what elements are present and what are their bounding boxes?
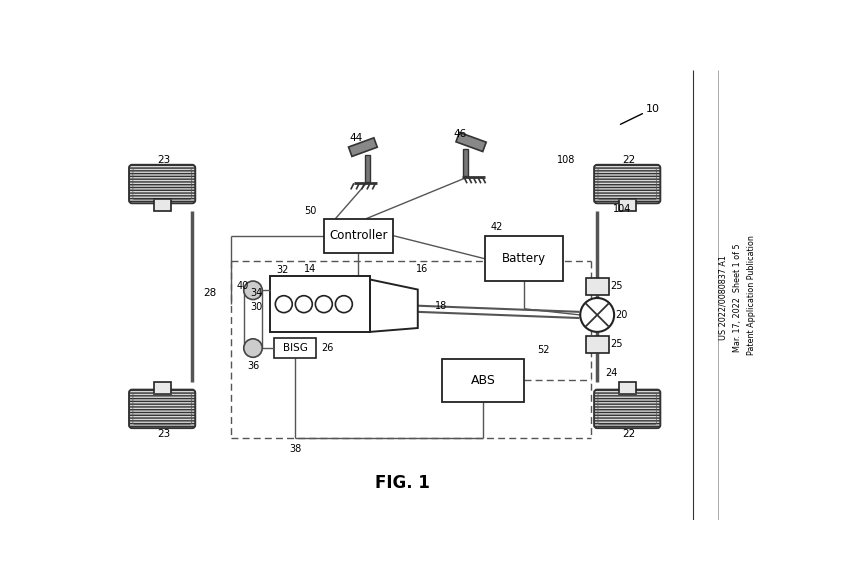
Text: 108: 108 <box>557 155 575 165</box>
Text: 25: 25 <box>610 281 623 291</box>
Text: 46: 46 <box>454 129 467 139</box>
Text: 30: 30 <box>250 303 263 312</box>
Bar <box>274 338 316 358</box>
Text: Mar. 17, 2022  Sheet 1 of 5: Mar. 17, 2022 Sheet 1 of 5 <box>733 243 742 352</box>
Text: 50: 50 <box>304 206 316 216</box>
Text: 18: 18 <box>435 301 447 311</box>
Polygon shape <box>349 138 377 157</box>
Polygon shape <box>370 280 418 332</box>
Polygon shape <box>463 150 468 176</box>
Text: 25: 25 <box>610 339 623 349</box>
Bar <box>270 276 370 332</box>
Bar <box>153 199 170 211</box>
Text: Controller: Controller <box>329 229 387 242</box>
Circle shape <box>336 296 352 312</box>
Text: ABS: ABS <box>471 374 496 387</box>
FancyBboxPatch shape <box>129 390 195 428</box>
Text: Patent Application Publication: Patent Application Publication <box>746 235 756 355</box>
Text: 23: 23 <box>157 155 170 165</box>
Text: 22: 22 <box>623 429 635 439</box>
Text: 104: 104 <box>613 204 631 214</box>
Text: 10: 10 <box>646 103 660 113</box>
Text: 44: 44 <box>350 133 362 143</box>
Circle shape <box>276 296 292 312</box>
FancyBboxPatch shape <box>594 165 660 203</box>
Circle shape <box>244 281 263 300</box>
Text: 36: 36 <box>247 361 259 371</box>
Bar <box>153 382 170 394</box>
Text: Battery: Battery <box>502 252 546 265</box>
Bar <box>324 218 393 252</box>
Text: 38: 38 <box>288 444 301 454</box>
Text: 26: 26 <box>321 343 334 353</box>
Text: 16: 16 <box>416 264 428 274</box>
Bar <box>619 382 635 394</box>
Text: 34: 34 <box>250 288 263 298</box>
Text: 14: 14 <box>304 264 316 274</box>
Bar <box>619 199 635 211</box>
Bar <box>585 278 609 295</box>
Polygon shape <box>456 133 486 152</box>
Text: US 2022/0080837 A1: US 2022/0080837 A1 <box>719 255 728 340</box>
Circle shape <box>295 296 313 312</box>
Circle shape <box>244 339 263 357</box>
Bar <box>485 237 563 281</box>
Bar <box>585 336 609 353</box>
Text: 42: 42 <box>490 222 503 232</box>
Text: 28: 28 <box>203 288 216 298</box>
Text: 32: 32 <box>276 265 288 275</box>
Text: 52: 52 <box>537 345 549 354</box>
Text: BISG: BISG <box>282 343 307 353</box>
Circle shape <box>580 298 614 332</box>
Text: 22: 22 <box>623 155 635 165</box>
Circle shape <box>315 296 332 312</box>
FancyBboxPatch shape <box>129 165 195 203</box>
FancyBboxPatch shape <box>594 390 660 428</box>
Polygon shape <box>365 155 370 182</box>
Text: 20: 20 <box>616 310 628 320</box>
Text: 40: 40 <box>237 281 249 291</box>
Bar <box>443 359 524 402</box>
Text: 24: 24 <box>605 369 617 378</box>
Text: 23: 23 <box>157 429 170 439</box>
Text: FIG. 1: FIG. 1 <box>375 474 430 492</box>
